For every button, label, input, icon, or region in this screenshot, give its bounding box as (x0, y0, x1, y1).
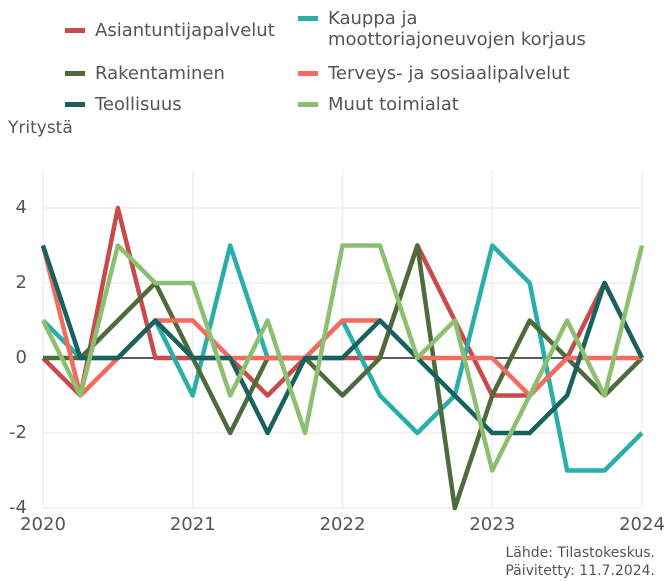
updated: Päivitetty: 11.7.2024. (505, 563, 655, 579)
legend-item: Rakentaminen (65, 63, 385, 84)
legend-label: Asiantuntijapalvelut (95, 20, 275, 41)
source: Lähde: Tilastokeskus. (505, 545, 655, 561)
legend-label: Rakentaminen (95, 63, 225, 84)
legend-item: Kauppa ja moottoriajoneuvojen korjaus (298, 8, 598, 50)
x-tick-label: 2024 (619, 514, 665, 535)
legend-item: Teollisuus (65, 94, 385, 115)
y-axis-label: Yritystä (7, 118, 73, 138)
legend-label: Terveys- ja sosiaalipalvelut (328, 63, 570, 84)
series-line (40, 244, 645, 436)
legend-swatch (65, 102, 85, 107)
legend-swatch (298, 16, 318, 21)
x-tick-label: 2021 (170, 514, 216, 535)
legend-item: Muut toimialat (298, 94, 598, 115)
legend-label: Muut toimialat (328, 94, 459, 115)
y-tick-label: 2 (16, 272, 27, 293)
y-tick-label: 0 (16, 347, 27, 368)
legend-swatch (65, 28, 85, 33)
x-tick-label: 2020 (20, 514, 66, 535)
series-line (43, 243, 644, 511)
y-tick-label: -4 (9, 497, 27, 518)
legend-swatch (298, 71, 318, 76)
y-tick-label: -2 (9, 422, 27, 443)
legend-swatch (65, 71, 85, 76)
legend-label: Kauppa ja moottoriajoneuvojen korjaus (328, 8, 586, 50)
x-tick-label: 2023 (469, 514, 515, 535)
legend-item: Terveys- ja sosiaalipalvelut (298, 63, 598, 84)
series-line (40, 243, 645, 473)
legend-label: Teollisuus (95, 94, 182, 115)
legend-swatch (298, 102, 318, 107)
y-tick-label: 4 (16, 197, 27, 218)
legend-item: Asiantuntijapalvelut (65, 20, 385, 41)
x-tick-label: 2022 (320, 514, 366, 535)
